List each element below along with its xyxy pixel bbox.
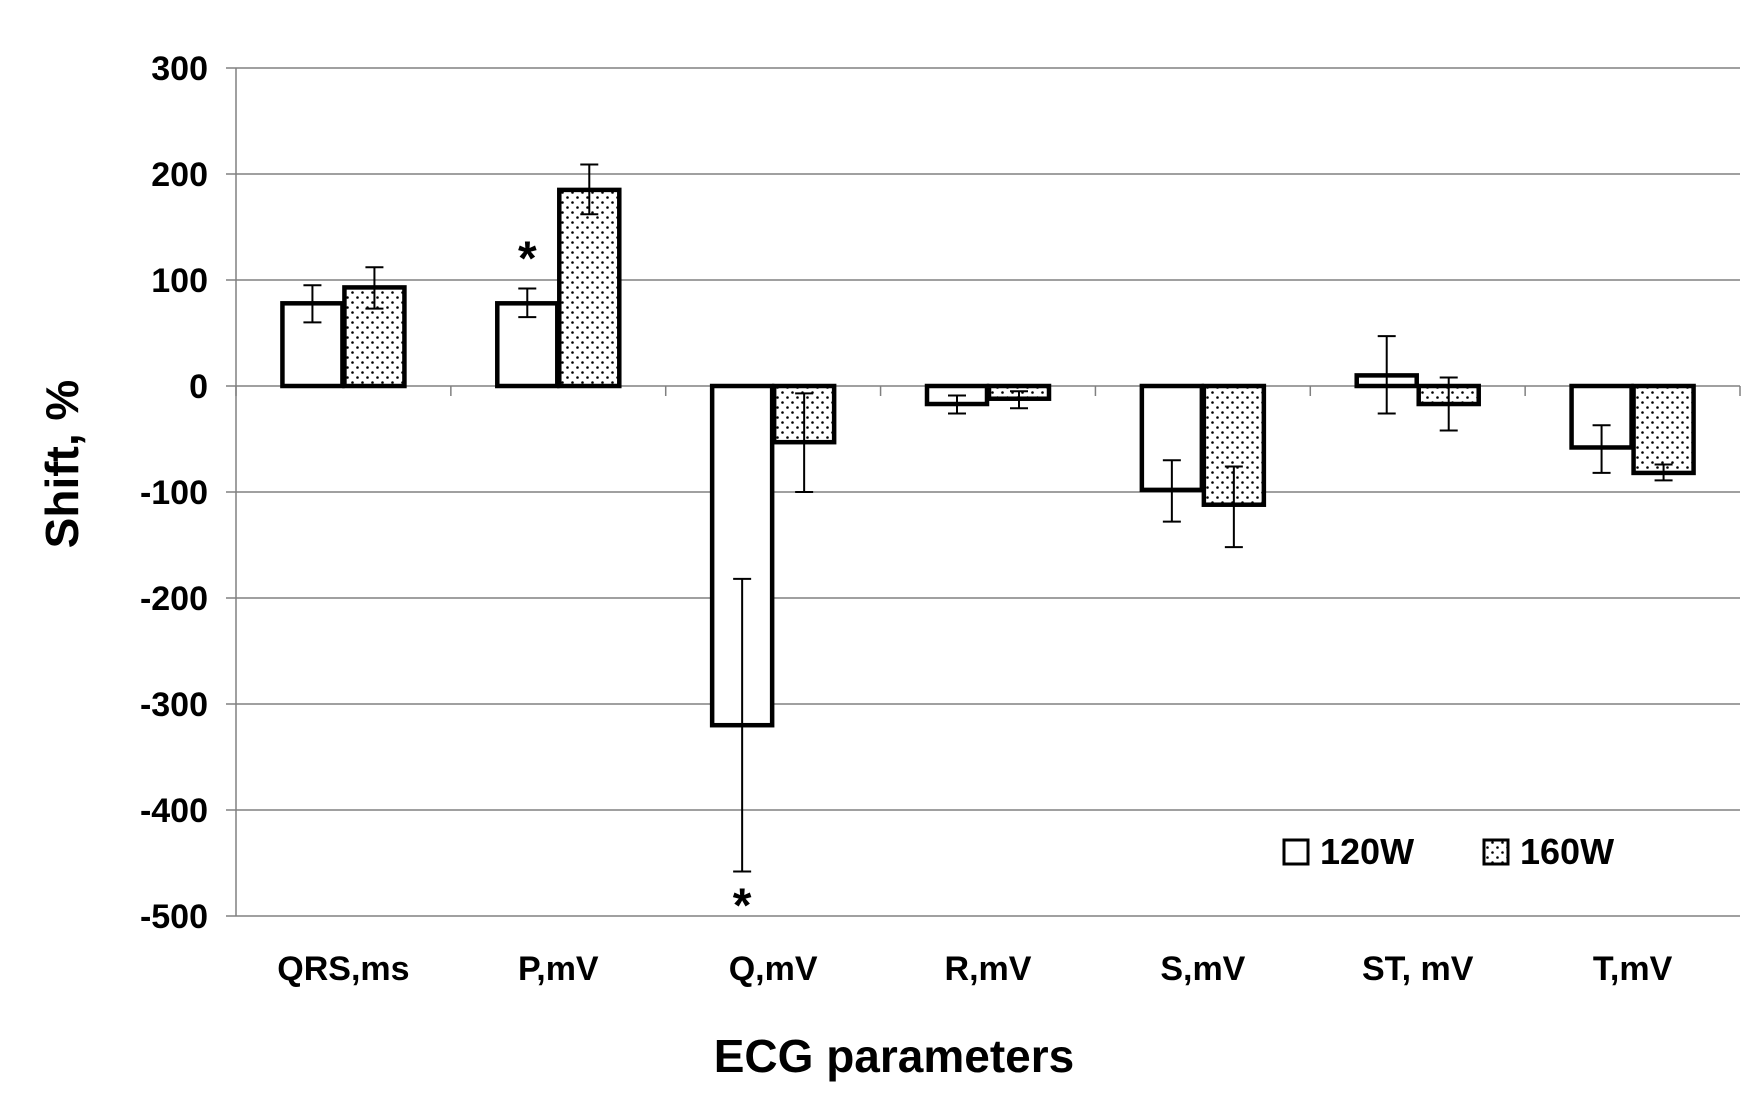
y-tick-label: -300 (140, 686, 208, 724)
x-axis-title: ECG parameters (714, 1030, 1075, 1082)
x-tick-label: QRS,ms (277, 950, 409, 988)
legend-label-120W: 120W (1320, 831, 1414, 872)
y-axis-title: Shift, % (36, 380, 88, 549)
y-tick-label: 0 (189, 368, 208, 406)
bar-160W-1 (557, 187, 622, 389)
bars (280, 187, 1696, 728)
y-tick-label: -200 (140, 580, 208, 618)
legend: 120W 160W (1282, 831, 1614, 872)
significance-star: * (733, 879, 752, 932)
y-tick-label: -400 (140, 792, 208, 830)
legend-swatch-160W (1482, 838, 1510, 866)
x-tick-label: P,mV (518, 950, 599, 988)
x-tick-label: Q,mV (729, 950, 818, 988)
gridlines (236, 67, 1740, 917)
y-tick-label: 300 (151, 50, 208, 88)
x-tick-label: R,mV (945, 950, 1032, 988)
x-tick-label: S,mV (1160, 950, 1245, 988)
bar-160W-6 (1631, 383, 1696, 476)
y-tick-label: -500 (140, 898, 208, 936)
y-tick-label: 200 (151, 156, 208, 194)
x-tick-label: T,mV (1593, 950, 1673, 988)
labels: 300 200 100 0 -100 -200 -300 -400 -500 QRS,ms P,mV… (140, 50, 1673, 988)
legend-label-160W: 160W (1520, 831, 1614, 872)
legend-swatch-120W (1282, 838, 1310, 866)
y-tick-label: 100 (151, 262, 208, 300)
error-bars (303, 163, 1673, 873)
x-tick-label: ST, mV (1362, 950, 1474, 988)
significance-star: * (518, 232, 537, 285)
y-tick-label: -100 (140, 474, 208, 512)
axes (226, 67, 1741, 917)
